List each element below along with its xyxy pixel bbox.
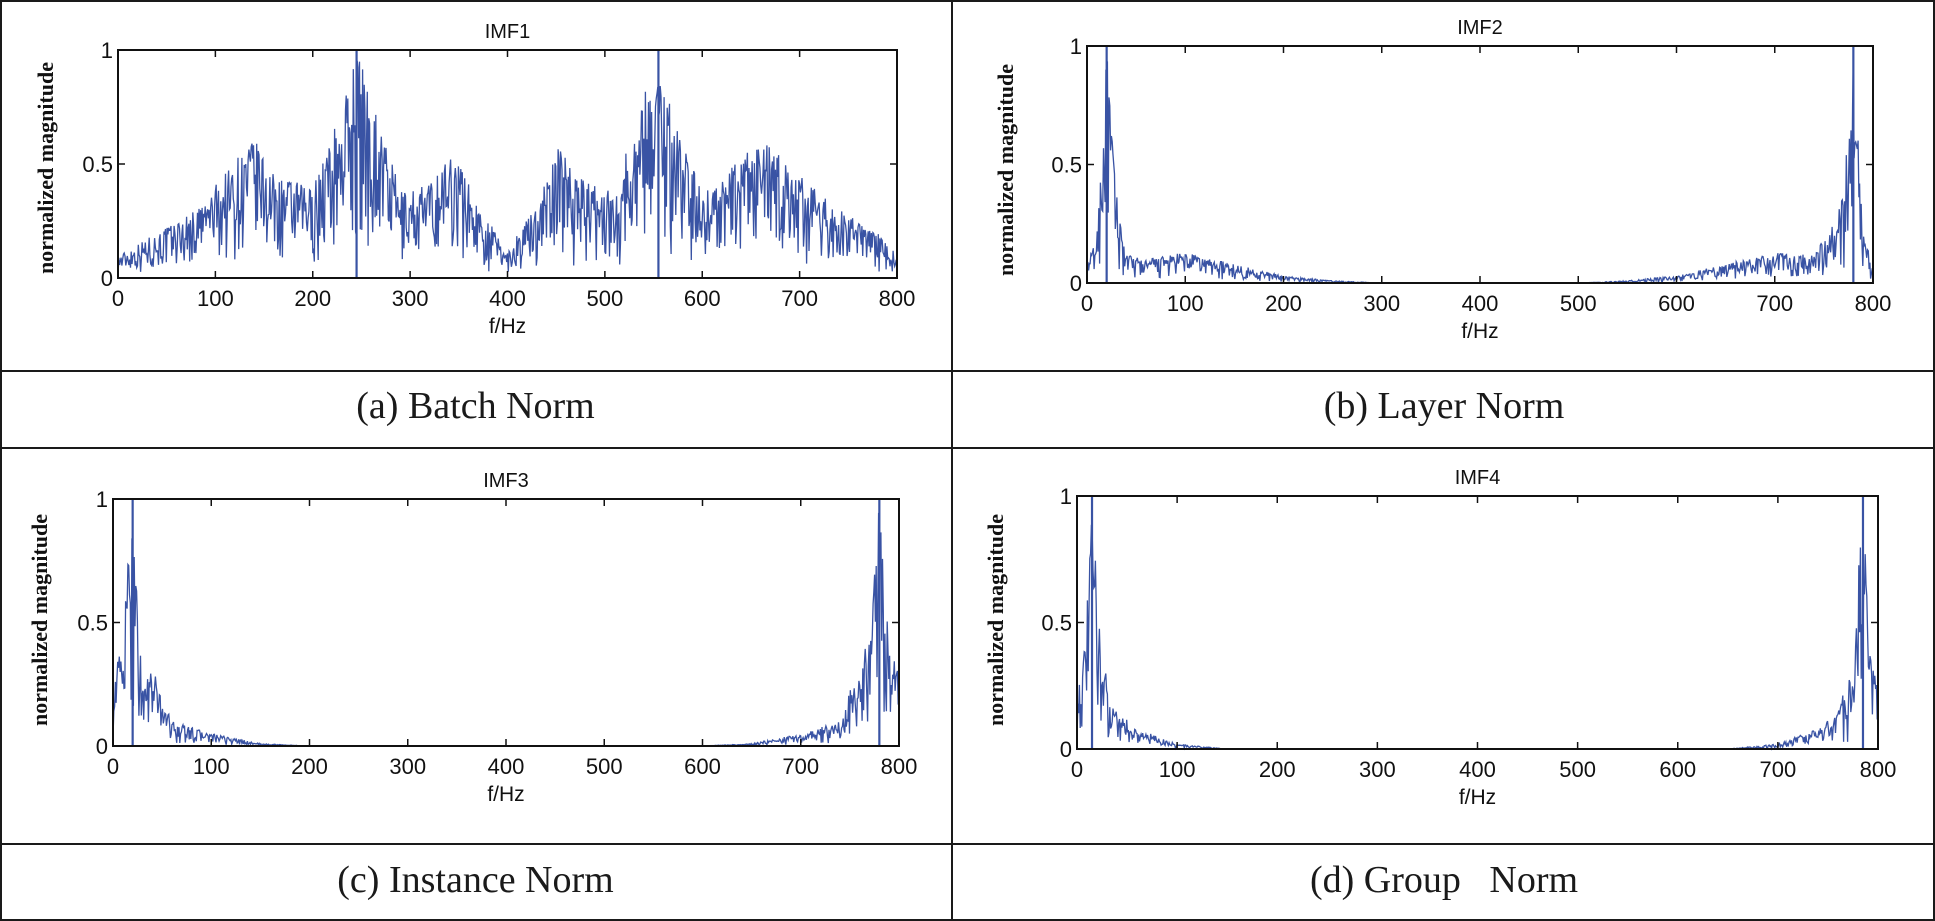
x-tick-label: 600 (684, 286, 721, 311)
x-tick-label: 500 (1560, 291, 1597, 316)
y-tick-label: 0.5 (1051, 153, 1082, 178)
x-tick-label: 0 (107, 754, 119, 779)
x-tick-label: 700 (781, 286, 818, 311)
x-tick-label: 200 (294, 286, 331, 311)
x-tick-label: 100 (1167, 291, 1204, 316)
x-tick-label: 200 (1259, 757, 1296, 782)
x-axis-label: f/Hz (1461, 320, 1498, 343)
panel-imf2: 0 100 200 300 400 500 600 700 800 0 0.5 1 IMF2 f/Hz no… (993, 17, 1891, 343)
caption-d: (d) Group Norm (1309, 859, 1579, 901)
x-tick-label: 600 (1658, 291, 1695, 316)
x-tick-label: 200 (1265, 291, 1302, 316)
grid-divider-2 (0, 447, 1935, 449)
y-tick-label: 0 (101, 266, 113, 291)
x-tick-label: 300 (389, 754, 426, 779)
x-tick-label: 200 (291, 754, 328, 779)
chart-title: IMF3 (483, 470, 529, 492)
x-tick-label: 400 (1462, 291, 1499, 316)
panel-imf3: 0 100 200 300 400 500 600 700 800 0 0.5 1 IMF3 f/Hz no… (27, 470, 917, 806)
x-tick-label: 800 (881, 754, 918, 779)
y-tick-label: 0.5 (77, 611, 108, 636)
y-tick-label: 0 (1060, 737, 1072, 762)
y-axis-label: normalized magnitude (33, 62, 58, 274)
x-tick-label: 600 (684, 754, 721, 779)
y-axis-label: normalized magnitude (27, 514, 52, 726)
y-tick-label: 0.5 (1041, 611, 1072, 636)
plot-frame (1086, 45, 1874, 284)
plot-frame (1076, 495, 1879, 750)
x-tick-label: 700 (782, 754, 819, 779)
x-tick-label: 0 (1081, 291, 1093, 316)
x-tick-label: 800 (1855, 291, 1892, 316)
spectrum-line (112, 512, 900, 747)
spectrum-line (1086, 61, 1874, 284)
x-tick-label: 100 (1159, 757, 1196, 782)
chart-title: IMF1 (485, 21, 531, 43)
x-axis-label: f/Hz (487, 783, 524, 806)
chart-title: IMF4 (1455, 467, 1501, 489)
y-tick-label: 1 (1060, 484, 1072, 509)
x-tick-label: 300 (1363, 291, 1400, 316)
x-axis-label: f/Hz (489, 315, 526, 338)
x-tick-label: 600 (1659, 757, 1696, 782)
panel-imf1: 0 100 200 300 400 500 600 700 800 0 0.5 1 IMF1 f/Hz no… (33, 21, 915, 338)
plot-frame (112, 498, 900, 747)
x-tick-label: 100 (197, 286, 234, 311)
x-tick-label: 300 (392, 286, 429, 311)
caption-c: (c) Instance Norm (337, 859, 614, 901)
x-tick-label: 800 (1860, 757, 1897, 782)
x-tick-label: 500 (1559, 757, 1596, 782)
y-axis-label: normalized magnitude (983, 514, 1008, 726)
x-tick-label: 700 (1760, 757, 1797, 782)
caption-b: (b) Layer Norm (1323, 385, 1565, 427)
x-axis-label: f/Hz (1459, 786, 1496, 809)
x-tick-label: 800 (879, 286, 916, 311)
chart-title: IMF2 (1457, 17, 1503, 39)
x-tick-label: 0 (1071, 757, 1083, 782)
x-tick-label: 400 (489, 286, 526, 311)
spectrum-line (117, 60, 898, 276)
y-tick-label: 1 (96, 487, 108, 512)
x-tick-label: 400 (1459, 757, 1496, 782)
x-tick-label: 100 (193, 754, 230, 779)
spectrum-line (1076, 524, 1879, 751)
y-tick-label: 1 (1070, 34, 1082, 59)
x-tick-label: 400 (488, 754, 525, 779)
caption-a: (a) Batch Norm (356, 385, 595, 427)
grid-divider-vertical (951, 0, 953, 921)
grid-divider-1 (0, 370, 1935, 372)
y-tick-label: 1 (101, 38, 113, 63)
x-tick-label: 500 (586, 754, 623, 779)
panel-imf4: 0 100 200 300 400 500 600 700 800 0 0.5 1 IMF4 f/Hz no… (983, 467, 1896, 809)
x-tick-label: 500 (587, 286, 624, 311)
x-tick-label: 0 (112, 286, 124, 311)
x-tick-label: 300 (1359, 757, 1396, 782)
y-tick-label: 0 (1070, 271, 1082, 296)
grid-divider-3 (0, 843, 1935, 845)
y-axis-label: normalized magnitude (993, 64, 1018, 276)
y-tick-label: 0 (96, 734, 108, 759)
x-tick-label: 700 (1756, 291, 1793, 316)
y-tick-label: 0.5 (82, 152, 113, 177)
